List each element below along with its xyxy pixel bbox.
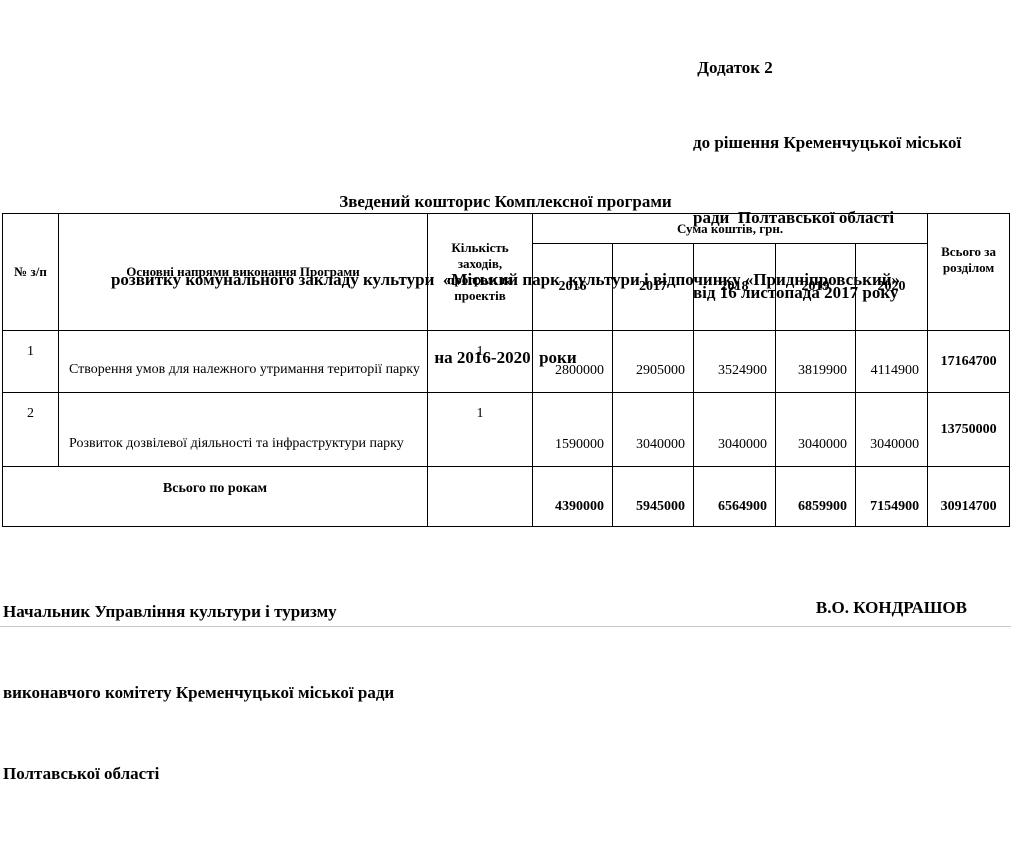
- totals-value-2018: 6564900: [693, 466, 776, 527]
- document-page: Додаток 2 до рішення Кременчуцької міськ…: [0, 58, 1011, 783]
- header-year-2016: 2016: [532, 243, 613, 331]
- row-number: 1: [2, 330, 59, 393]
- header-year-2020: 2020: [854, 243, 929, 331]
- header-year-2018: 2018: [693, 243, 776, 331]
- row-section-total: 13750000: [927, 392, 1011, 467]
- row-value-2020: 3040000: [854, 392, 929, 467]
- header-quantity: Кількість заходів, програм та проектів: [427, 213, 533, 331]
- row-value-2019: 3819900: [775, 330, 856, 393]
- header-row-years: 2016 2017 2018 2019 2020: [3, 243, 1010, 331]
- totals-label: Всього по рокам: [2, 466, 428, 527]
- row-value-2016: 2800000: [532, 330, 613, 393]
- appendix-line: Додаток 2: [693, 58, 773, 77]
- row-value-2017: 2905000: [612, 330, 694, 393]
- row-value-2020: 4114900: [854, 330, 929, 393]
- totals-value-2019: 6859900: [775, 466, 856, 527]
- signature-line: Начальник Управління культури і туризму: [3, 602, 337, 621]
- row-value-2018: 3524900: [693, 330, 776, 393]
- row-direction: Розвиток дозвілевої діяльності та інфрас…: [58, 392, 428, 467]
- signature-block: Начальник Управління культури і туризму …: [3, 544, 394, 841]
- header-num: № з/п: [2, 213, 59, 331]
- row-value-2018: 3040000: [693, 392, 776, 467]
- totals-quantity-empty: [427, 466, 533, 527]
- appendix-line: до рішення Кременчуцької міської: [693, 133, 962, 152]
- header-sum-group: Сума коштів, грн.: [531, 213, 929, 244]
- signature-line: Полтавської області: [3, 764, 160, 783]
- row-number: 2: [2, 392, 59, 467]
- totals-value-2020: 7154900: [854, 466, 929, 527]
- header-row-top: № з/п Основні напрями виконання Програми…: [2, 213, 1011, 331]
- row-value-2017: 3040000: [612, 392, 694, 467]
- row-quantity: 1: [427, 392, 533, 467]
- row-value-2019: 3040000: [775, 392, 856, 467]
- title-line: Зведений кошторис Комплексної програми: [339, 192, 672, 211]
- totals-value-2016: 4390000: [532, 466, 613, 527]
- row-section-total: 17164700: [927, 330, 1011, 393]
- header-section-total: Всього за розділом: [927, 213, 1011, 331]
- totals-row: Всього по рокам 4390000 5945000 6564900 …: [2, 466, 1011, 527]
- header-year-2019: 2019: [775, 243, 856, 331]
- row-quantity: 1: [427, 330, 533, 393]
- grand-total: 30914700: [927, 466, 1011, 527]
- totals-value-2017: 5945000: [612, 466, 694, 527]
- header-directions: Основні напрями виконання Програми: [58, 213, 428, 331]
- budget-table: № з/п Основні напрями виконання Програми…: [2, 213, 1011, 527]
- row-direction: Створення умов для належного утримання т…: [58, 330, 428, 393]
- table-row: 2 Розвиток дозвілевої діяльності та інфр…: [2, 392, 1011, 467]
- row-value-2016: 1590000: [532, 392, 613, 467]
- header-year-2017: 2017: [612, 243, 694, 331]
- signatory-name: В.О. КОНДРАШОВ: [815, 598, 967, 617]
- table-row: 1 Створення умов для належного утримання…: [2, 330, 1011, 393]
- signature-line: виконавчого комітету Кременчуцької міськ…: [3, 683, 395, 702]
